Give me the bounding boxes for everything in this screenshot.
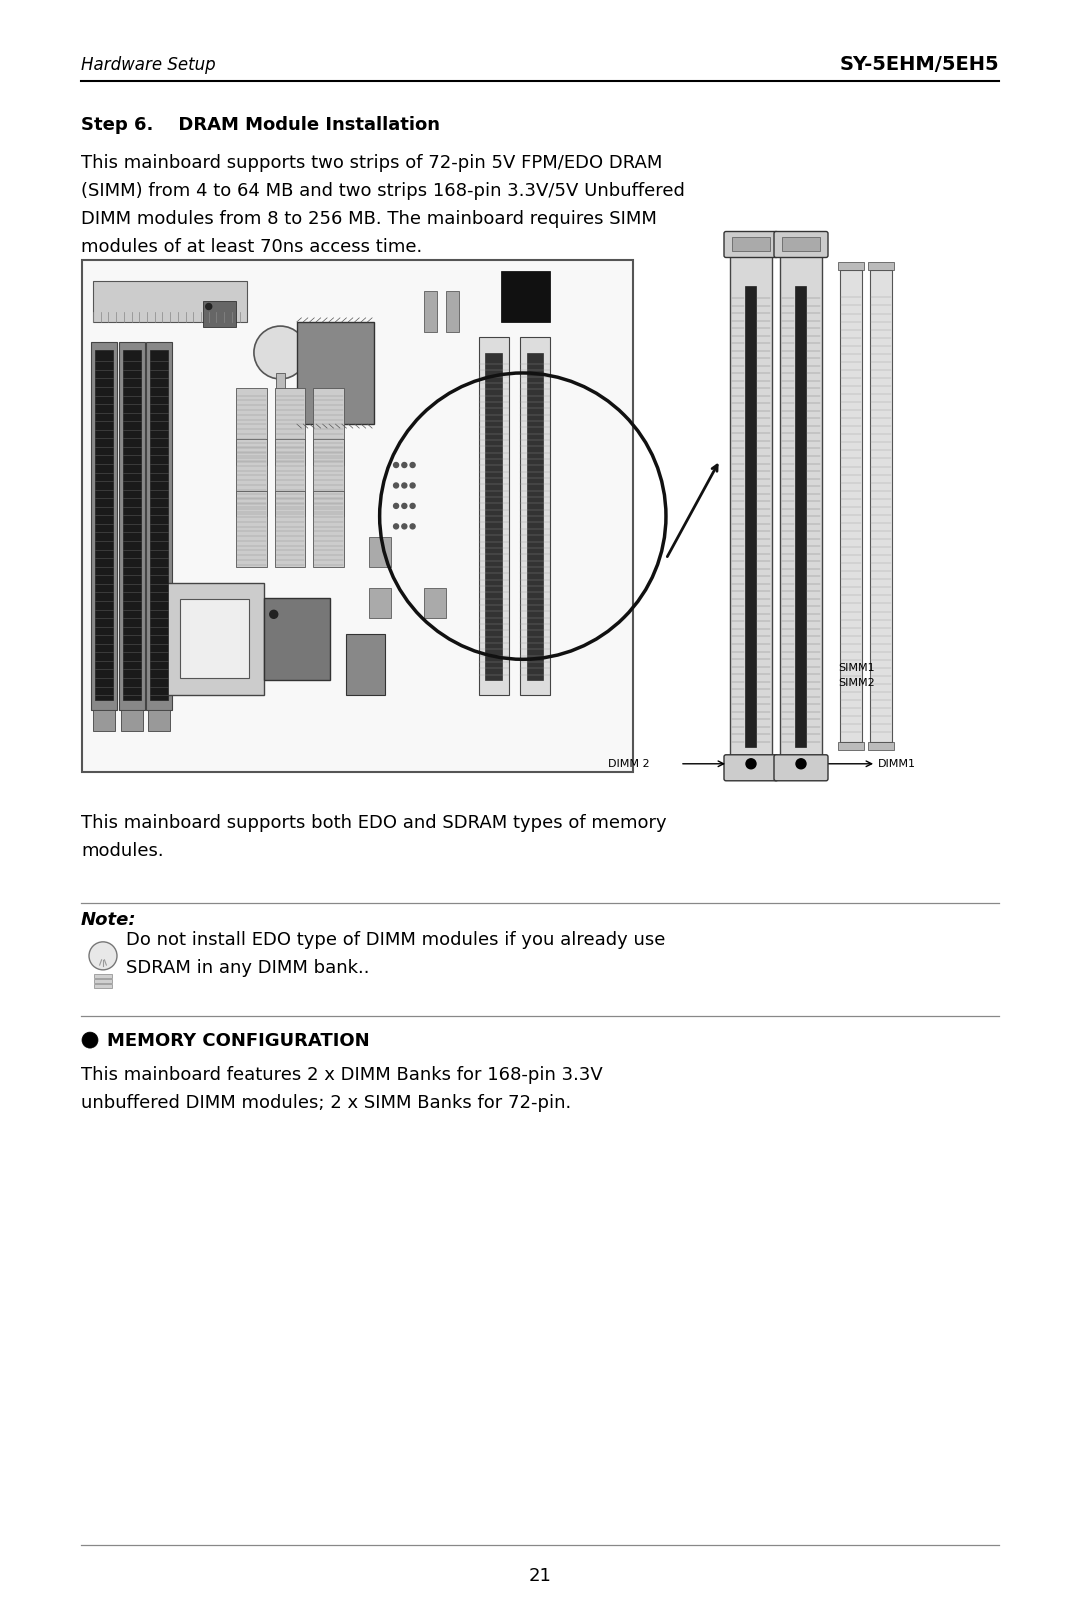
Bar: [840, 270, 862, 741]
Bar: [121, 710, 143, 731]
Circle shape: [393, 463, 399, 468]
Bar: [237, 388, 267, 464]
Bar: [146, 343, 172, 710]
Bar: [94, 979, 112, 982]
Bar: [274, 490, 306, 568]
Circle shape: [89, 942, 117, 969]
Bar: [313, 388, 343, 464]
Bar: [368, 537, 391, 568]
FancyBboxPatch shape: [724, 231, 778, 257]
Circle shape: [254, 327, 307, 379]
Text: modules.: modules.: [81, 841, 164, 859]
Bar: [122, 351, 140, 701]
Text: unbuffered DIMM modules; 2 x SIMM Banks for 72-pin.: unbuffered DIMM modules; 2 x SIMM Banks …: [81, 1094, 571, 1112]
Bar: [276, 374, 285, 403]
Bar: [95, 351, 113, 701]
Bar: [94, 974, 112, 977]
Bar: [150, 351, 168, 701]
Circle shape: [82, 1032, 98, 1048]
Circle shape: [410, 503, 415, 508]
Text: SIMM1: SIMM1: [838, 663, 875, 673]
Circle shape: [410, 524, 415, 529]
Circle shape: [393, 503, 399, 508]
Bar: [730, 256, 772, 757]
Text: This mainboard supports two strips of 72-pin 5V FPM/EDO DRAM: This mainboard supports two strips of 72…: [81, 154, 662, 172]
Bar: [93, 710, 116, 731]
Text: SIMM2: SIMM2: [838, 678, 875, 688]
Bar: [423, 587, 446, 618]
Circle shape: [402, 503, 407, 508]
Bar: [368, 587, 391, 618]
Bar: [94, 984, 112, 989]
Bar: [148, 710, 171, 731]
Bar: [297, 322, 374, 424]
Circle shape: [402, 524, 407, 529]
Bar: [780, 256, 822, 757]
Text: modules of at least 70ns access time.: modules of at least 70ns access time.: [81, 238, 422, 256]
FancyBboxPatch shape: [724, 754, 778, 781]
Text: This mainboard features 2 x DIMM Banks for 168-pin 3.3V: This mainboard features 2 x DIMM Banks f…: [81, 1066, 603, 1084]
Text: DIMM modules from 8 to 256 MB. The mainboard requires SIMM: DIMM modules from 8 to 256 MB. The mainb…: [81, 210, 657, 228]
Bar: [264, 599, 330, 680]
Bar: [274, 388, 306, 464]
FancyBboxPatch shape: [774, 231, 828, 257]
Bar: [237, 440, 267, 516]
Bar: [119, 343, 145, 710]
Bar: [446, 291, 459, 332]
Bar: [521, 337, 551, 696]
Bar: [868, 262, 894, 270]
Bar: [91, 343, 117, 710]
Bar: [347, 634, 386, 696]
Bar: [870, 270, 892, 741]
Circle shape: [410, 482, 415, 489]
Bar: [501, 270, 551, 322]
Circle shape: [393, 524, 399, 529]
Circle shape: [205, 304, 212, 309]
Bar: [745, 285, 756, 748]
Text: Note:: Note:: [81, 911, 137, 929]
Text: SY-5EHM/5EH5: SY-5EHM/5EH5: [839, 55, 999, 74]
Bar: [274, 440, 306, 516]
Circle shape: [270, 610, 278, 618]
Bar: [179, 600, 249, 678]
FancyBboxPatch shape: [774, 754, 828, 781]
Circle shape: [402, 482, 407, 489]
Text: Step 6.    DRAM Module Installation: Step 6. DRAM Module Installation: [81, 116, 440, 134]
Bar: [782, 238, 820, 251]
Text: (SIMM) from 4 to 64 MB and two strips 168-pin 3.3V/5V Unbuffered: (SIMM) from 4 to 64 MB and two strips 16…: [81, 181, 685, 199]
Bar: [203, 301, 237, 327]
Circle shape: [393, 482, 399, 489]
Text: 21: 21: [528, 1568, 552, 1586]
Bar: [164, 582, 264, 696]
Circle shape: [796, 759, 806, 769]
Bar: [93, 282, 247, 322]
Bar: [313, 490, 343, 568]
Bar: [313, 440, 343, 516]
Text: This mainboard supports both EDO and SDRAM types of memory: This mainboard supports both EDO and SDR…: [81, 814, 666, 832]
Bar: [795, 285, 807, 748]
Circle shape: [402, 463, 407, 468]
Bar: [527, 353, 543, 680]
Bar: [423, 291, 437, 332]
Circle shape: [410, 463, 415, 468]
Text: DIMM 2: DIMM 2: [608, 759, 650, 769]
Text: SDRAM in any DIMM bank..: SDRAM in any DIMM bank..: [126, 959, 369, 977]
Bar: [838, 262, 864, 270]
Bar: [478, 337, 509, 696]
Bar: [485, 353, 502, 680]
Text: Hardware Setup: Hardware Setup: [81, 55, 216, 74]
Circle shape: [746, 759, 756, 769]
Text: DIMM1: DIMM1: [878, 759, 916, 769]
Text: MEMORY CONFIGURATION: MEMORY CONFIGURATION: [107, 1032, 369, 1050]
Bar: [868, 741, 894, 749]
Bar: [237, 490, 267, 568]
Bar: [838, 741, 864, 749]
Bar: [82, 260, 633, 772]
Bar: [732, 238, 770, 251]
Text: Do not install EDO type of DIMM modules if you already use: Do not install EDO type of DIMM modules …: [126, 930, 665, 948]
